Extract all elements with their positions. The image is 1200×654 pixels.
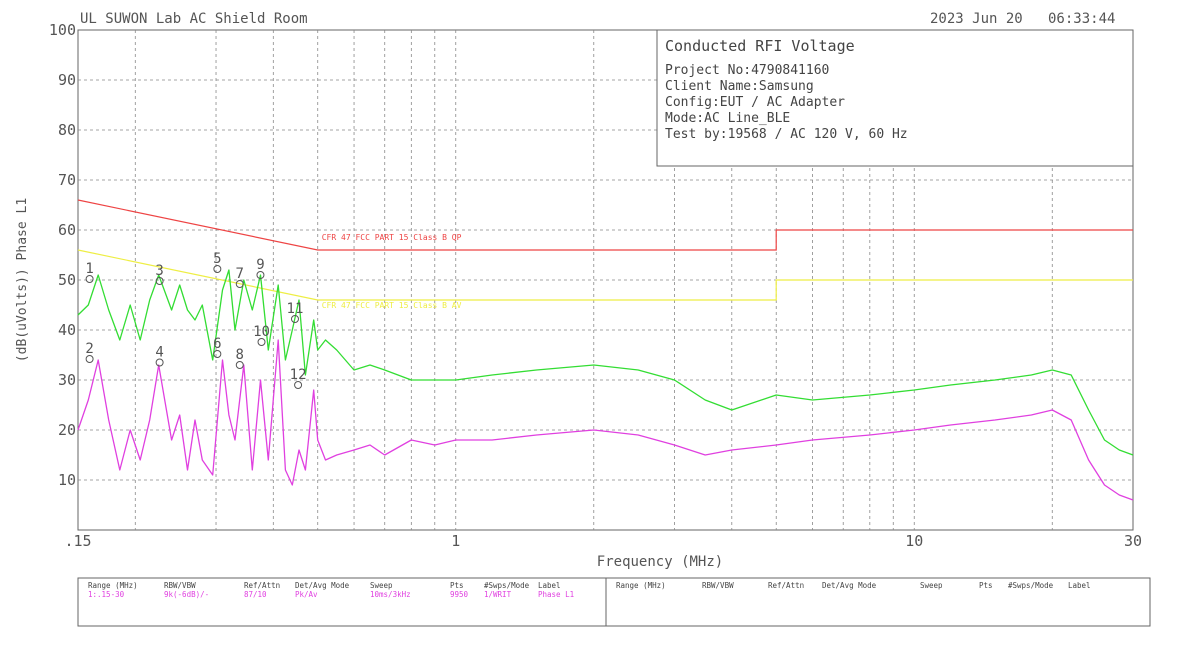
limit-label: CFR 47 FCC PART 15 Class B QP: [322, 233, 462, 242]
table-header: Range (MHz): [88, 581, 138, 590]
peak-marker: [155, 358, 164, 367]
x-tick-label: 10: [905, 532, 923, 550]
peak-marker: [85, 275, 94, 283]
x-axis-label: Frequency (MHz): [597, 554, 723, 570]
peak-marker: [155, 277, 164, 285]
y-tick-label: 40: [58, 321, 76, 339]
peak-marker-label: 6: [213, 336, 221, 352]
info-line: Project No:4790841160: [665, 63, 829, 78]
peak-marker-label: 4: [155, 345, 163, 361]
x-tick-label: 30: [1124, 532, 1142, 550]
peak-marker-label: 5: [213, 251, 221, 267]
table-header: Pts: [450, 581, 464, 590]
peak-marker-label: 10: [253, 324, 270, 340]
info-title: Conducted RFI Voltage: [665, 37, 855, 55]
y-tick-labels: 10 20 30 40 50 60 70 80 90 100: [49, 21, 76, 489]
info-line: Client Name:Samsung: [665, 79, 814, 94]
limit-line: [77, 199, 1133, 251]
limit-label: CFR 47 FCC PART 15 Class B AV: [322, 301, 462, 310]
y-axis-label: (dB(uVolts)) Phase L1: [15, 198, 30, 362]
peak-marker-label: 3: [155, 263, 163, 279]
settings-left-panel: Range (MHz) RBW/VBW Ref/Attn Det/Avg Mode Sw…: [88, 581, 574, 599]
limit-line: [77, 249, 1133, 301]
table-header: Det/Avg Mode: [822, 581, 877, 590]
table-cell: 9950: [450, 590, 469, 599]
x-tick-label: .15: [64, 532, 91, 550]
peak-marker-label: 12: [290, 367, 307, 383]
peak-marker-label: 7: [236, 266, 244, 282]
test-date: 2023 Jun 20: [930, 11, 1023, 27]
x-tick-label: 1: [451, 532, 460, 550]
settings-table: [77, 577, 1151, 627]
grid-lines: [78, 30, 1133, 530]
measurement-traces: [77, 269, 1134, 501]
table-cell: 1:.15-30: [88, 590, 125, 599]
peak-marker-label: 9: [256, 257, 264, 273]
table-cell: 10ms/3kHz: [370, 590, 411, 599]
info-box: [656, 29, 1134, 167]
y-tick-label: 100: [49, 21, 76, 39]
info-line: Mode:AC Line_BLE: [665, 111, 790, 126]
peak-marker: [290, 315, 299, 323]
table-header: Sweep: [920, 581, 943, 590]
measurement-trace: [77, 269, 1134, 456]
info-line: Config:EUT / AC Adapter: [665, 95, 845, 110]
table-header: Label: [538, 581, 561, 590]
table-header: RBW/VBW: [164, 581, 196, 590]
peak-marker: [213, 265, 222, 273]
table-header: Range (MHz): [616, 581, 666, 590]
peak-marker: [235, 280, 244, 288]
table-cell: 1/WRIT: [484, 590, 512, 599]
peak-marker: [213, 350, 222, 358]
table-header: Det/Avg Mode: [295, 581, 350, 590]
peak-marker: [294, 381, 303, 389]
table-header: Pts: [979, 581, 993, 590]
y-tick-label: 70: [58, 171, 76, 189]
measurement-trace: [77, 339, 1134, 501]
y-tick-label: 80: [58, 121, 76, 139]
y-tick-label: 30: [58, 371, 76, 389]
table-cell: Phase L1: [538, 590, 574, 599]
table-cell: 87/10: [244, 590, 267, 599]
y-tick-label: 50: [58, 271, 76, 289]
limit-lines: CFR 47 FCC PART 15 Class B QP CFR 47 FCC …: [77, 199, 1133, 310]
peak-marker-label: 1: [85, 261, 93, 277]
table-cell: 9k(-6dB)/-: [164, 590, 209, 599]
peak-marker: [257, 338, 266, 346]
peak-marker-label: 11: [287, 301, 304, 317]
table-header: Sweep: [370, 581, 393, 590]
table-header: RBW/VBW: [702, 581, 734, 590]
peak-marker: [85, 355, 94, 363]
lab-title: UL SUWON Lab AC Shield Room: [80, 11, 308, 27]
info-line: Test by:19568 / AC 120 V, 60 Hz: [665, 127, 908, 142]
y-tick-label: 20: [58, 421, 76, 439]
peak-marker: [256, 271, 265, 279]
peak-marker-label: 8: [236, 347, 244, 363]
y-tick-label: 60: [58, 221, 76, 239]
y-tick-label: 90: [58, 71, 76, 89]
peak-marker-label: 2: [85, 341, 93, 357]
table-header: Label: [1068, 581, 1091, 590]
y-tick-label: 10: [58, 471, 76, 489]
test-time: 06:33:44: [1048, 11, 1115, 27]
peak-marker: [235, 361, 244, 369]
x-tick-labels: .15 1 10 30: [64, 532, 1142, 550]
table-header: #Swps/Mode: [1008, 581, 1054, 590]
table-header: Ref/Attn: [768, 581, 804, 590]
table-header: Ref/Attn: [244, 581, 280, 590]
table-header: #Swps/Mode: [484, 581, 530, 590]
settings-right-panel: Range (MHz) RBW/VBW Ref/Attn Det/Avg Mode Sw…: [616, 581, 1091, 590]
table-cell: Pk/Av: [295, 590, 318, 599]
